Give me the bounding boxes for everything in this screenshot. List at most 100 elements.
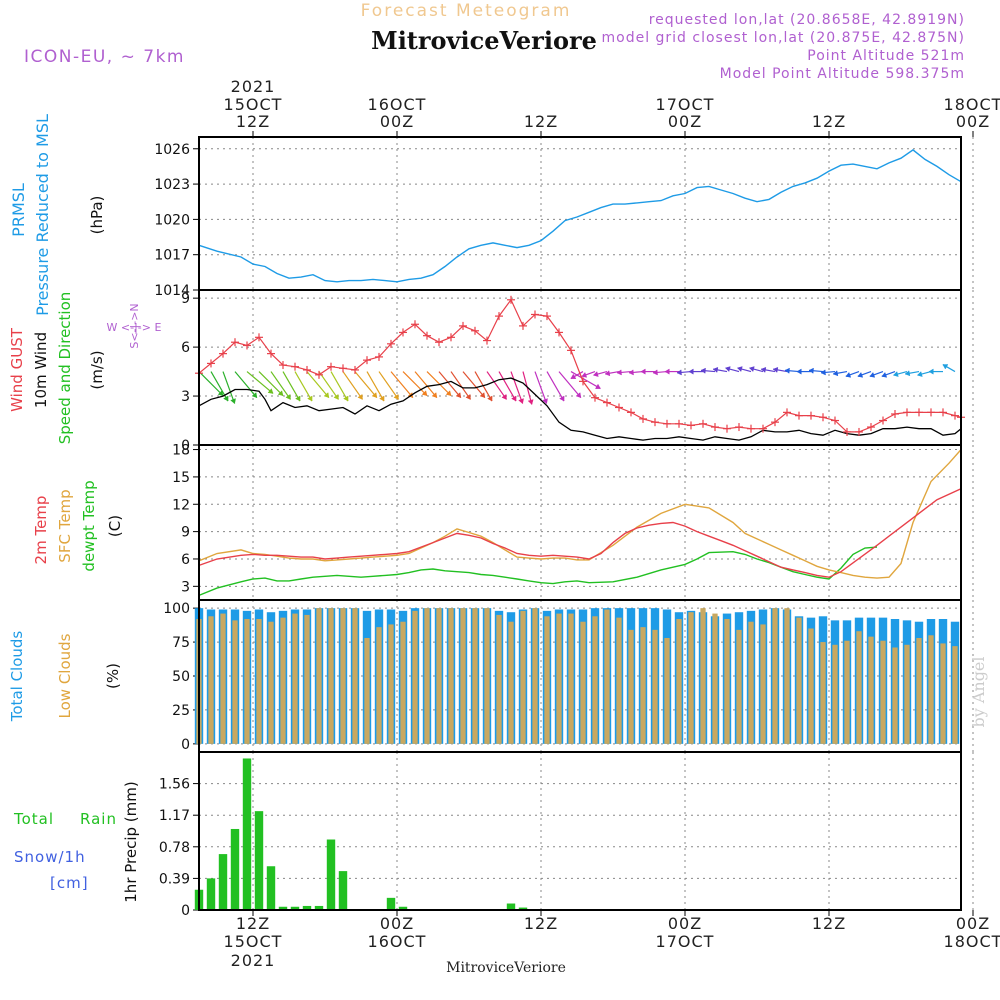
watermark: by Angel xyxy=(969,656,988,727)
low-cloud-bar xyxy=(808,628,814,744)
wind-barb-head xyxy=(445,390,452,396)
wind-barb-head xyxy=(832,370,839,377)
footer-location: MitroviceVeriore xyxy=(446,960,566,976)
wind-barb xyxy=(426,371,452,397)
requested-coords: requested lon,lat (20.8658E, 42.8919N) xyxy=(649,12,965,28)
ytick-label-clouds-1: 25 xyxy=(172,703,190,719)
wind-barb-head xyxy=(371,392,378,398)
wind-barb xyxy=(570,371,601,390)
panels: 1014101710201023102603693691215180255075… xyxy=(154,136,974,919)
ytick-label-temp-1: 6 xyxy=(181,552,190,568)
low-cloud-bar xyxy=(292,613,298,744)
wind-barb-head xyxy=(323,392,330,398)
wind-unit: (m/s) xyxy=(88,350,106,389)
wind-barb xyxy=(474,371,493,402)
snow-label: Snow/1h xyxy=(14,848,86,866)
wind-barb-head xyxy=(796,368,802,375)
wind-barb-head xyxy=(640,368,646,375)
wind-barb xyxy=(486,371,507,400)
ytick-label-wind-0: 0 xyxy=(181,438,190,454)
low-cloud-bar xyxy=(784,608,790,744)
rain-bar xyxy=(206,878,216,910)
rain-bar xyxy=(398,906,408,910)
top-hour-2: 12Z xyxy=(524,112,558,131)
top-date-0: 15OCT xyxy=(224,95,283,114)
low-cloud-bar xyxy=(760,624,766,744)
wind-barb xyxy=(414,371,438,399)
wind-barb-head xyxy=(725,366,731,373)
low-cloud-bar xyxy=(352,608,358,744)
wind-barb xyxy=(366,371,385,402)
wind-barb xyxy=(546,371,565,402)
low-cloud-bar xyxy=(484,608,490,744)
wind-barb-head xyxy=(581,371,588,378)
wind-barb-head xyxy=(357,393,363,400)
ytick-label-wind-1: 3 xyxy=(181,389,190,405)
low-cloud-bar xyxy=(220,613,226,744)
panel-temp: 3 6 9 12 15 18 xyxy=(172,443,974,600)
temp-unit: (C) xyxy=(106,515,124,537)
wind-barb xyxy=(354,371,378,399)
model-altitude: Model Point Altitude 598.375m xyxy=(720,66,965,82)
bottom-hour-4: 12Z xyxy=(812,914,846,933)
wind-barb-head xyxy=(869,371,876,378)
low-cloud-bar xyxy=(652,629,658,744)
bottom-date-0: 15OCT xyxy=(224,932,283,951)
wind-barb-head xyxy=(479,392,486,398)
low-cloud-bar xyxy=(508,621,514,744)
wind-barb-head xyxy=(343,395,349,402)
wind-barb-head xyxy=(431,392,438,398)
low-cloud-bar xyxy=(604,609,610,744)
wind-barb-head xyxy=(688,368,694,375)
low-cloud-bar xyxy=(820,642,826,744)
wind-barb-head xyxy=(904,370,911,377)
rain-bar xyxy=(326,839,336,910)
bottom-date-5: 18OCT xyxy=(944,932,1000,951)
ytick-label-precip-2: 0.78 xyxy=(159,840,190,856)
low-cloud-bar xyxy=(664,638,670,744)
wind-barb-head xyxy=(542,398,548,404)
ytick-label-temp-0: 3 xyxy=(181,579,190,595)
wind-barb xyxy=(222,371,236,404)
total-clouds-label: Total Clouds xyxy=(8,631,26,723)
rain-bar xyxy=(254,811,264,910)
location-title: MitroviceVeriore xyxy=(371,26,597,55)
prmsl-label: PRMSL xyxy=(9,183,28,237)
ytick-label-temp-3: 12 xyxy=(172,497,190,513)
wind-barb-head xyxy=(511,395,517,402)
wind-barb xyxy=(210,371,229,402)
low-cloud-bar xyxy=(856,631,862,744)
wind-barb-head xyxy=(223,395,229,402)
top-date-1: 16OCT xyxy=(368,95,427,114)
low-cloud-bar xyxy=(676,619,682,744)
low-cloud-bar xyxy=(448,608,454,744)
wind-barbs xyxy=(198,364,956,405)
low-cloud-bar xyxy=(244,619,250,744)
rain-bar xyxy=(242,758,252,910)
rain-bar xyxy=(338,871,348,910)
wind-barb-head xyxy=(652,369,658,376)
point-altitude: Point Altitude 521m xyxy=(807,48,965,64)
low-cloud-bar xyxy=(628,629,634,744)
wind-barb-head xyxy=(820,369,826,376)
rain-label: Rain xyxy=(80,810,117,828)
low-cloud-bar xyxy=(772,608,778,744)
low-cloud-bar xyxy=(520,610,526,744)
low-cloud-bar xyxy=(544,616,550,744)
wind-barb-head xyxy=(570,373,577,379)
wind-barb-head xyxy=(230,398,236,404)
clouds-unit: (%) xyxy=(104,663,122,689)
ytick-label-precip-4: 1.56 xyxy=(159,777,190,793)
wind-barb xyxy=(450,371,471,400)
wind-barb xyxy=(534,371,548,404)
wind-barb xyxy=(498,371,517,402)
wind-barb-head xyxy=(676,369,682,376)
wind-barb xyxy=(342,371,363,400)
wind-barb xyxy=(462,371,486,399)
sfc-temp-line xyxy=(198,449,962,579)
wind-barb-head xyxy=(595,383,601,389)
t2m-line xyxy=(198,488,962,578)
bottom-year: 2021 xyxy=(231,951,276,970)
wind-barb-head xyxy=(749,366,755,373)
